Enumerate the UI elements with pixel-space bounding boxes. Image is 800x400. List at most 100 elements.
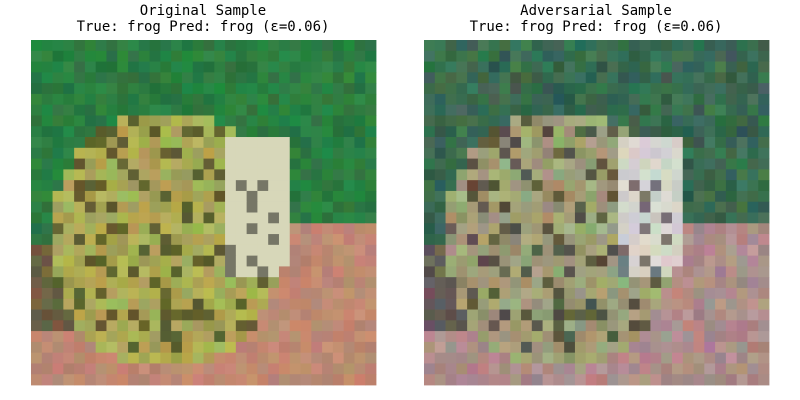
pixel [434, 104, 446, 116]
pixel [521, 212, 533, 224]
pixel [106, 61, 118, 73]
pixel [542, 298, 554, 310]
pixel [354, 352, 366, 364]
pixel [84, 61, 97, 73]
pixel [477, 147, 490, 159]
pixel [289, 212, 301, 224]
pixel [650, 83, 662, 95]
pixel [106, 223, 118, 235]
pixel [424, 234, 436, 246]
pixel [434, 158, 446, 170]
pixel [171, 158, 183, 170]
pixel [715, 169, 727, 181]
pixel [682, 374, 694, 386]
pixel [564, 352, 576, 364]
pixel [456, 169, 468, 181]
pixel [499, 180, 511, 192]
pixel [106, 137, 118, 149]
pixel [246, 147, 258, 159]
pixel [510, 93, 522, 106]
pixel [467, 212, 479, 224]
pixel [354, 266, 366, 278]
pixel [531, 72, 543, 84]
pixel [246, 331, 258, 343]
pixel [171, 320, 183, 332]
pixel [574, 190, 587, 203]
pixel [747, 83, 759, 95]
pixel [682, 341, 694, 354]
pixel [456, 72, 468, 84]
pixel [521, 180, 533, 192]
pixel [564, 40, 576, 52]
pixel [725, 255, 738, 267]
pixel [74, 83, 86, 95]
pixel [434, 266, 446, 278]
pixel [585, 72, 597, 84]
pixel [607, 266, 619, 278]
pixel [521, 40, 533, 52]
pixel [456, 277, 468, 289]
pixel [693, 309, 705, 321]
pixel [354, 72, 366, 84]
pixel [564, 115, 576, 127]
pixel [693, 212, 705, 224]
pixel [499, 201, 511, 213]
pixel [693, 277, 705, 289]
pixel [499, 363, 511, 375]
pixel [499, 277, 511, 289]
pixel [365, 266, 377, 278]
pixel [521, 287, 533, 300]
pixel [434, 244, 446, 257]
pixel [661, 50, 673, 62]
pixel [300, 244, 312, 257]
pixel [456, 266, 468, 278]
pixel [63, 234, 75, 246]
pixel [467, 331, 479, 343]
pixel [682, 72, 694, 84]
pixel [214, 255, 226, 267]
pixel [322, 331, 334, 343]
pixel [434, 201, 446, 213]
pixel [84, 50, 97, 62]
pixel [268, 277, 280, 289]
pixel [117, 287, 129, 300]
pixel [445, 169, 457, 181]
pixel [354, 298, 366, 310]
pixel [117, 93, 129, 106]
pixel [424, 126, 436, 138]
pixel [128, 374, 140, 386]
pixel [747, 201, 759, 213]
pixel [41, 287, 53, 300]
pixel [607, 158, 619, 170]
pixel [289, 40, 301, 52]
pixel [192, 234, 204, 246]
pixel [31, 115, 43, 127]
pixel [467, 126, 479, 138]
pixel [434, 341, 446, 354]
pixel [214, 61, 226, 73]
pixel [214, 180, 226, 192]
pixel [246, 341, 258, 354]
pixel [257, 40, 269, 52]
pixel [477, 363, 490, 375]
pixel [596, 40, 608, 52]
pixel [715, 287, 727, 300]
pixel [203, 244, 215, 257]
pixel [445, 83, 457, 95]
pixel [445, 266, 457, 278]
pixel [553, 72, 565, 84]
pixel [607, 104, 619, 116]
pixel [365, 298, 377, 310]
pixel [671, 255, 684, 267]
pixel [289, 244, 301, 257]
pixel [628, 126, 641, 138]
pixel [682, 126, 694, 138]
pixel [235, 298, 248, 310]
pixel [311, 266, 323, 278]
pixel [138, 137, 150, 149]
pixel [41, 40, 53, 52]
pixel [192, 277, 204, 289]
pixel [424, 83, 436, 95]
pixel [758, 374, 770, 386]
pixel [311, 255, 323, 267]
